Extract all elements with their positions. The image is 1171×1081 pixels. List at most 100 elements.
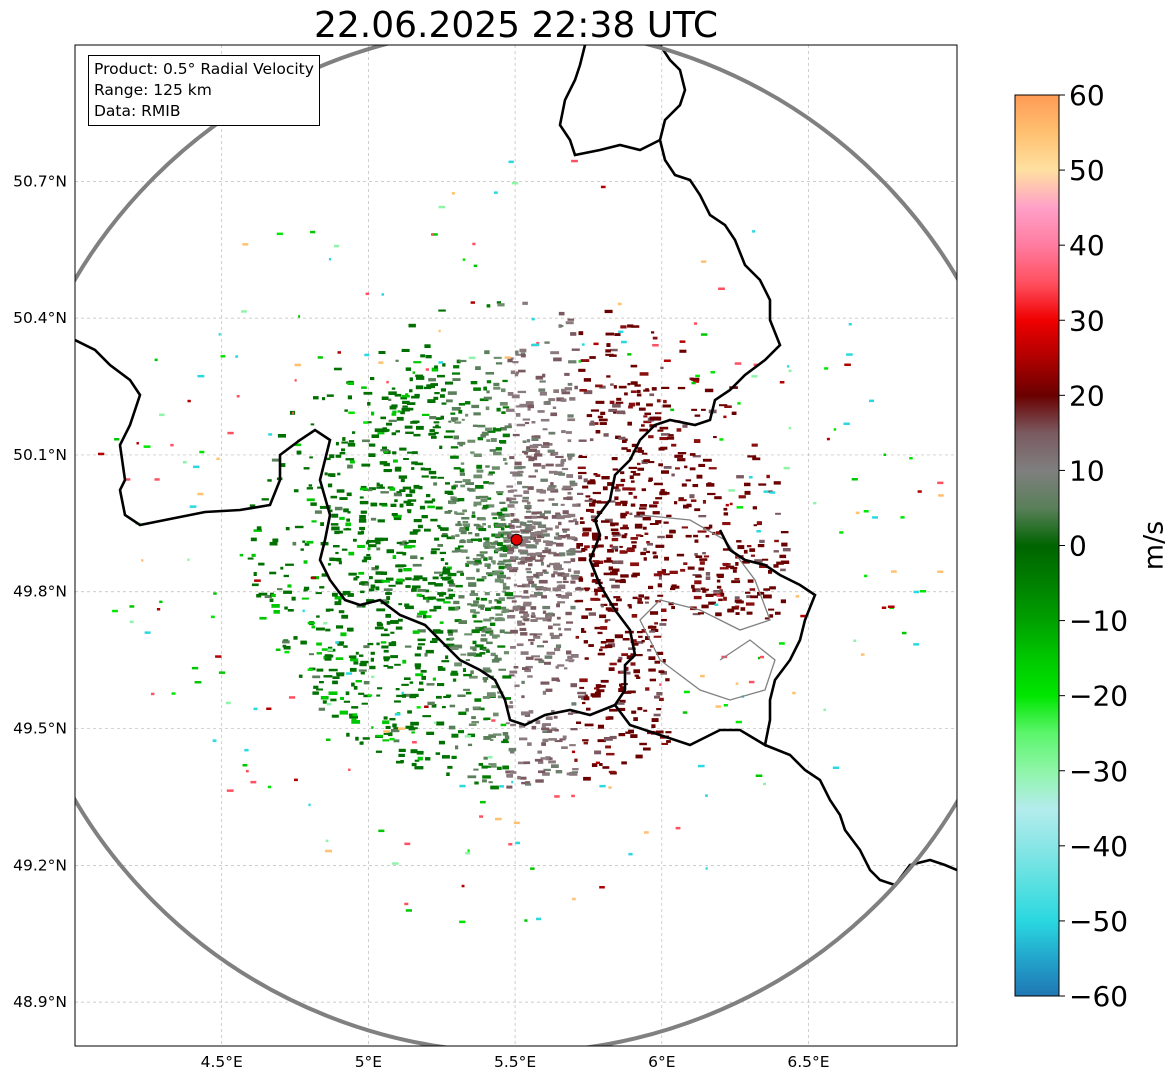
echo-pixel: [346, 672, 353, 675]
echo-pixel: [382, 720, 390, 725]
echo-pixel: [551, 677, 560, 682]
echo-pixel: [606, 375, 611, 378]
echo-pixel: [652, 336, 658, 340]
echo-pixel: [716, 573, 724, 577]
echo-pixel: [467, 849, 470, 852]
echo-pixel: [584, 499, 593, 502]
echo-pixel: [536, 645, 544, 648]
echo-pixel: [500, 517, 504, 520]
echo-pixel: [543, 571, 549, 574]
echo-pixel: [515, 841, 520, 845]
echo-pixel: [413, 575, 423, 580]
echo-pixel: [365, 292, 370, 296]
echo-pixel: [480, 652, 485, 655]
echo-pixel: [545, 463, 554, 467]
echo-pixel: [239, 553, 244, 557]
echo-pixel: [360, 662, 366, 665]
echo-pixel: [414, 759, 420, 762]
echo-pixel: [187, 399, 191, 403]
echo-pixel: [530, 641, 534, 645]
echo-pixel: [380, 599, 388, 602]
echo-pixel: [315, 627, 325, 631]
echo-pixel: [450, 672, 459, 676]
echo-pixel: [813, 501, 817, 505]
echo-pixel: [405, 431, 414, 434]
echo-pixel: [541, 595, 547, 599]
echo-pixel: [523, 490, 530, 494]
echo-pixel: [438, 205, 446, 209]
echo-pixel: [428, 470, 437, 475]
echo-pixel: [621, 447, 628, 450]
echo-pixel: [542, 442, 550, 447]
echo-pixel: [465, 482, 474, 485]
echo-pixel: [481, 765, 488, 769]
echo-pixel: [566, 496, 573, 501]
echo-pixel: [653, 482, 663, 486]
echo-pixel: [502, 586, 510, 590]
echo-pixel: [534, 453, 543, 457]
echo-pixel: [484, 350, 490, 355]
echo-pixel: [407, 710, 412, 714]
echo-pixel: [501, 411, 506, 414]
echo-pixel: [624, 392, 628, 396]
echo-pixel: [723, 562, 729, 567]
echo-pixel: [571, 348, 580, 351]
echo-pixel: [435, 417, 442, 420]
echo-pixel: [682, 424, 688, 428]
echo-pixel: [463, 673, 472, 677]
echo-pixel: [521, 622, 526, 626]
echo-pixel: [309, 456, 313, 459]
echo-pixel: [627, 604, 632, 607]
echo-pixel: [504, 563, 512, 568]
echo-pixel: [370, 377, 375, 381]
echo-pixel: [321, 648, 329, 651]
echo-pixel: [520, 549, 528, 553]
echo-pixel: [652, 344, 659, 347]
echo-pixel: [488, 600, 492, 604]
echo-pixel: [242, 243, 249, 246]
echo-pixel: [577, 492, 584, 495]
echo-pixel: [593, 342, 599, 346]
echo-pixel: [525, 510, 532, 513]
echo-pixel: [476, 469, 484, 473]
echo-pixel: [380, 641, 387, 644]
echo-pixel: [361, 386, 367, 389]
echo-pixel: [413, 361, 422, 364]
echo-pixel: [256, 594, 262, 598]
echo-pixel: [398, 727, 405, 730]
echo-pixel: [320, 522, 324, 526]
echo-pixel: [634, 525, 642, 529]
echo-pixel: [661, 742, 669, 745]
echo-pixel: [414, 766, 424, 770]
echo-pixel: [370, 657, 374, 662]
map-title: 22.06.2025 22:38 UTC: [313, 5, 719, 46]
echo-pixel: [553, 357, 562, 362]
echo-pixel: [583, 378, 591, 382]
echo-pixel: [592, 537, 602, 541]
echo-pixel: [381, 396, 389, 400]
echo-pixel: [609, 578, 616, 581]
lon-tick-label: 5°E: [355, 1053, 382, 1071]
echo-pixel: [764, 617, 770, 620]
echo-pixel: [431, 367, 439, 372]
echo-pixel: [353, 661, 359, 665]
echo-pixel: [556, 603, 560, 608]
echo-pixel: [472, 557, 482, 561]
echo-pixel: [458, 359, 467, 363]
echo-pixel: [368, 544, 377, 548]
echo-pixel: [264, 594, 272, 599]
echo-pixel: [542, 605, 551, 610]
echo-pixel: [465, 563, 469, 567]
echo-pixel: [502, 507, 508, 511]
echo-pixel: [345, 522, 351, 527]
echo-pixel: [622, 638, 630, 641]
echo-pixel: [470, 301, 475, 304]
echo-pixel: [447, 588, 451, 591]
echo-pixel: [485, 607, 491, 611]
echo-pixel: [334, 367, 342, 371]
echo-pixel: [591, 564, 597, 567]
echo-pixel: [193, 465, 200, 469]
echo-pixel: [583, 696, 590, 701]
echo-pixel: [554, 740, 563, 743]
echo-pixel: [513, 583, 518, 587]
